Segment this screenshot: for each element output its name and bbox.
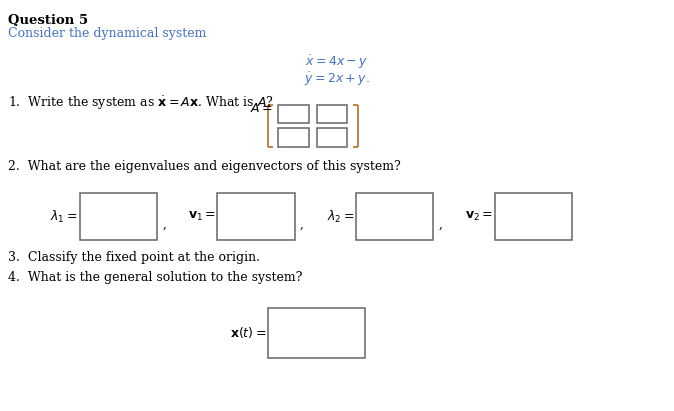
Text: $\dot{x} = 4x - y$: $\dot{x} = 4x - y$ — [305, 53, 369, 71]
Bar — [80, 193, 157, 240]
Text: ,: , — [300, 217, 304, 231]
Bar — [317, 128, 347, 147]
Bar — [278, 128, 309, 147]
Bar — [268, 308, 365, 358]
Text: $A = $: $A = $ — [250, 102, 273, 115]
Text: $\mathbf{x}(t) = $: $\mathbf{x}(t) = $ — [230, 326, 266, 340]
Bar — [495, 193, 572, 240]
Text: Consider the dynamical system: Consider the dynamical system — [8, 27, 206, 40]
Text: 1.  Write the system as $\dot{\mathbf{x}} = A\mathbf{x}$. What is $A$?: 1. Write the system as $\dot{\mathbf{x}}… — [8, 95, 274, 112]
Text: $\mathbf{v}_1 = $: $\mathbf{v}_1 = $ — [188, 210, 216, 223]
Text: $\mathbf{v}_2 = $: $\mathbf{v}_2 = $ — [466, 210, 493, 223]
Bar — [278, 105, 309, 123]
Text: Question 5: Question 5 — [8, 14, 88, 28]
Bar — [317, 105, 347, 123]
Text: $\lambda_2 = $: $\lambda_2 = $ — [327, 209, 355, 225]
Text: 3.  Classify the fixed point at the origin.: 3. Classify the fixed point at the origi… — [8, 251, 260, 264]
Text: $\dot{y} = 2x + y.$: $\dot{y} = 2x + y.$ — [304, 71, 370, 88]
Text: 2.  What are the eigenvalues and eigenvectors of this system?: 2. What are the eigenvalues and eigenvec… — [8, 160, 401, 173]
Bar — [217, 193, 295, 240]
Bar — [356, 193, 433, 240]
Text: $\lambda_1 = $: $\lambda_1 = $ — [50, 209, 78, 225]
Text: ,: , — [439, 217, 443, 231]
Text: ,: , — [162, 217, 166, 231]
Text: 4.  What is the general solution to the system?: 4. What is the general solution to the s… — [8, 271, 303, 284]
